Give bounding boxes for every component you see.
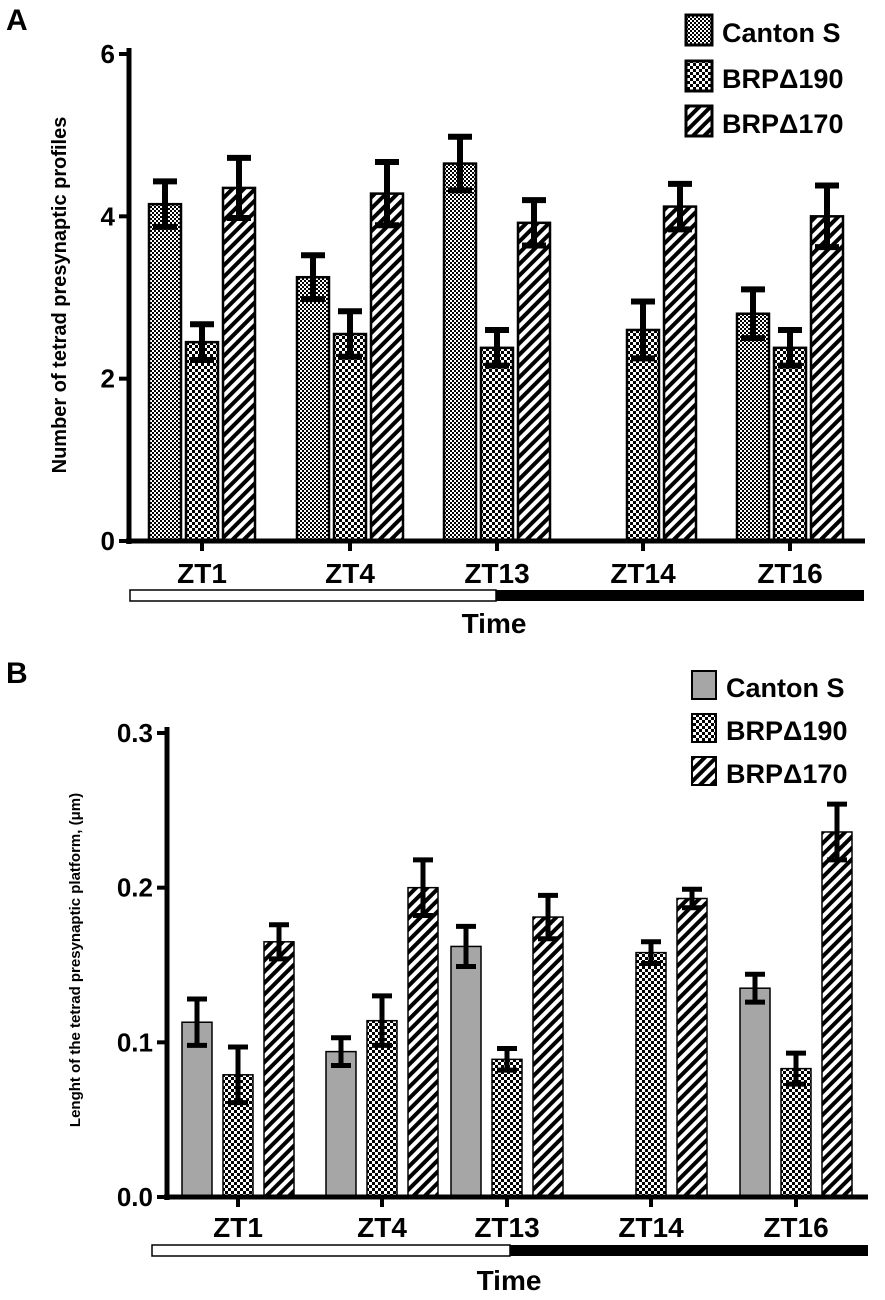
panel-b-category-zt14: ZT14 bbox=[618, 1212, 684, 1243]
panel-a-bar-brp-170-zt14 bbox=[662, 205, 698, 543]
panel-b-category-zt4: ZT4 bbox=[357, 1212, 407, 1243]
panel-a-legend-swatch-canton-s bbox=[684, 13, 714, 47]
panel-a-category-zt13: ZT13 bbox=[464, 558, 529, 589]
panel-b-bar-brp-170-zt13 bbox=[532, 916, 564, 1198]
panel-a-x-axis-title: Time bbox=[462, 608, 527, 639]
panel-b-light-period-bar bbox=[151, 1244, 511, 1257]
panel-b-category-zt16: ZT16 bbox=[763, 1212, 828, 1243]
panel-a-legend-canton-s: Canton S bbox=[722, 18, 841, 48]
panel-b-category-zt13: ZT13 bbox=[474, 1212, 539, 1243]
panel-a-legend: Canton S BRPΔ190 BRPΔ170 bbox=[684, 13, 843, 139]
panel-a: A Number of tetrad presynaptic profiles … bbox=[6, 4, 865, 639]
panel-a-bar-brp-190-zt14 bbox=[625, 328, 661, 543]
panel-b-bar-brp-190-zt14 bbox=[635, 951, 667, 1198]
panel-a-bars bbox=[147, 133, 845, 543]
panel-a-x-tick-labels: ZT1 ZT4 ZT13 ZT14 ZT16 bbox=[177, 541, 823, 589]
panel-a-category-zt4: ZT4 bbox=[325, 558, 375, 589]
panel-a-y-axis-title: Number of tetrad presynaptic profiles bbox=[49, 117, 71, 474]
a-y-tick-label: 0 bbox=[101, 526, 115, 556]
panel-a-category-zt16: ZT16 bbox=[757, 558, 822, 589]
panel-a-legend-brp190: BRPΔ190 bbox=[722, 64, 843, 94]
panel-b-bar-canton-s-zt16 bbox=[739, 987, 771, 1198]
panel-b-bar-canton-s-zt1 bbox=[181, 1021, 213, 1198]
panel-a-bar-brp-190-zt4 bbox=[332, 332, 368, 543]
panel-b-dark-period-bar bbox=[510, 1245, 868, 1256]
panel-b-bar-brp-190-zt13 bbox=[491, 1058, 523, 1198]
panel-b-bar-brp-170-zt4 bbox=[407, 886, 439, 1198]
b-y-tick-label: 0.3 bbox=[117, 718, 153, 748]
panel-a-y-ticks: 0 2 4 6 bbox=[101, 39, 129, 556]
a-y-tick-label: 6 bbox=[101, 39, 115, 69]
panel-b-legend-swatch-canton-s bbox=[691, 670, 717, 700]
panel-a-bar-canton-s-zt1 bbox=[147, 202, 183, 543]
panel-a-bar-brp-170-zt4 bbox=[369, 192, 405, 543]
panel-b-bar-brp-170-zt14 bbox=[676, 897, 708, 1198]
panel-b-bar-canton-s-zt4 bbox=[325, 1050, 357, 1198]
panel-a-dark-period-bar bbox=[496, 590, 864, 601]
b-y-tick-label: 0.2 bbox=[117, 873, 153, 903]
panel-b: B Lenght of the tetrad presynaptic platf… bbox=[6, 657, 868, 1296]
panel-b-legend-swatch-brp170 bbox=[691, 756, 717, 786]
panel-b-legend-brp170: BRPΔ170 bbox=[726, 759, 847, 789]
panel-b-y-ticks: 0.0 0.1 0.2 0.3 bbox=[117, 718, 167, 1212]
panel-b-bar-canton-s-zt13 bbox=[450, 945, 482, 1198]
panel-a-category-zt14: ZT14 bbox=[610, 558, 676, 589]
panel-a-bar-brp-190-zt13 bbox=[479, 346, 515, 543]
panel-a-bar-brp-190-zt16 bbox=[772, 346, 808, 543]
panel-b-y-axis-title: Lenght of the tetrad presynaptic platfor… bbox=[67, 793, 84, 1127]
a-y-tick-label: 2 bbox=[101, 364, 115, 394]
panel-a-category-zt1: ZT1 bbox=[177, 558, 227, 589]
panel-a-light-period-bar bbox=[129, 589, 497, 602]
panel-b-legend-brp190: BRPΔ190 bbox=[726, 716, 847, 746]
panel-a-bar-brp-190-zt1 bbox=[184, 340, 220, 543]
panel-a-legend-swatch-brp170 bbox=[684, 104, 714, 138]
panel-b-bars bbox=[181, 801, 853, 1198]
panel-a-legend-brp170: BRPΔ170 bbox=[722, 109, 843, 139]
panel-b-bar-brp-170-zt16 bbox=[821, 831, 853, 1198]
panel-b-bar-brp-170-zt1 bbox=[263, 941, 295, 1198]
panel-a-bar-brp-170-zt1 bbox=[221, 186, 257, 543]
panel-a-bar-canton-s-zt4 bbox=[295, 275, 331, 543]
panel-b-legend-canton-s: Canton S bbox=[726, 673, 845, 703]
panel-a-bar-brp-170-zt13 bbox=[516, 221, 552, 543]
a-y-tick-label: 4 bbox=[101, 201, 116, 231]
panel-b-legend-swatch-brp190 bbox=[691, 713, 717, 743]
b-y-tick-label: 0.0 bbox=[117, 1182, 153, 1212]
b-y-tick-label: 0.1 bbox=[117, 1027, 153, 1057]
panel-b-x-tick-labels: ZT1 ZT4 ZT13 ZT14 ZT16 bbox=[213, 1197, 829, 1243]
panel-b-x-axis-title: Time bbox=[477, 1265, 542, 1296]
panel-a-bar-canton-s-zt16 bbox=[735, 312, 771, 543]
panel-b-bar-brp-190-zt16 bbox=[780, 1067, 812, 1198]
panel-a-legend-swatch-brp190 bbox=[684, 59, 714, 93]
panel-b-category-zt1: ZT1 bbox=[213, 1212, 263, 1243]
panel-b-bar-brp-190-zt4 bbox=[366, 1019, 398, 1198]
panel-a-bar-canton-s-zt13 bbox=[442, 162, 478, 543]
panel-b-legend: Canton S BRPΔ190 BRPΔ170 bbox=[691, 670, 847, 789]
panel-b-letter: B bbox=[6, 657, 28, 690]
panel-a-letter: A bbox=[6, 4, 28, 37]
panel-a-bar-brp-170-zt16 bbox=[809, 215, 845, 543]
